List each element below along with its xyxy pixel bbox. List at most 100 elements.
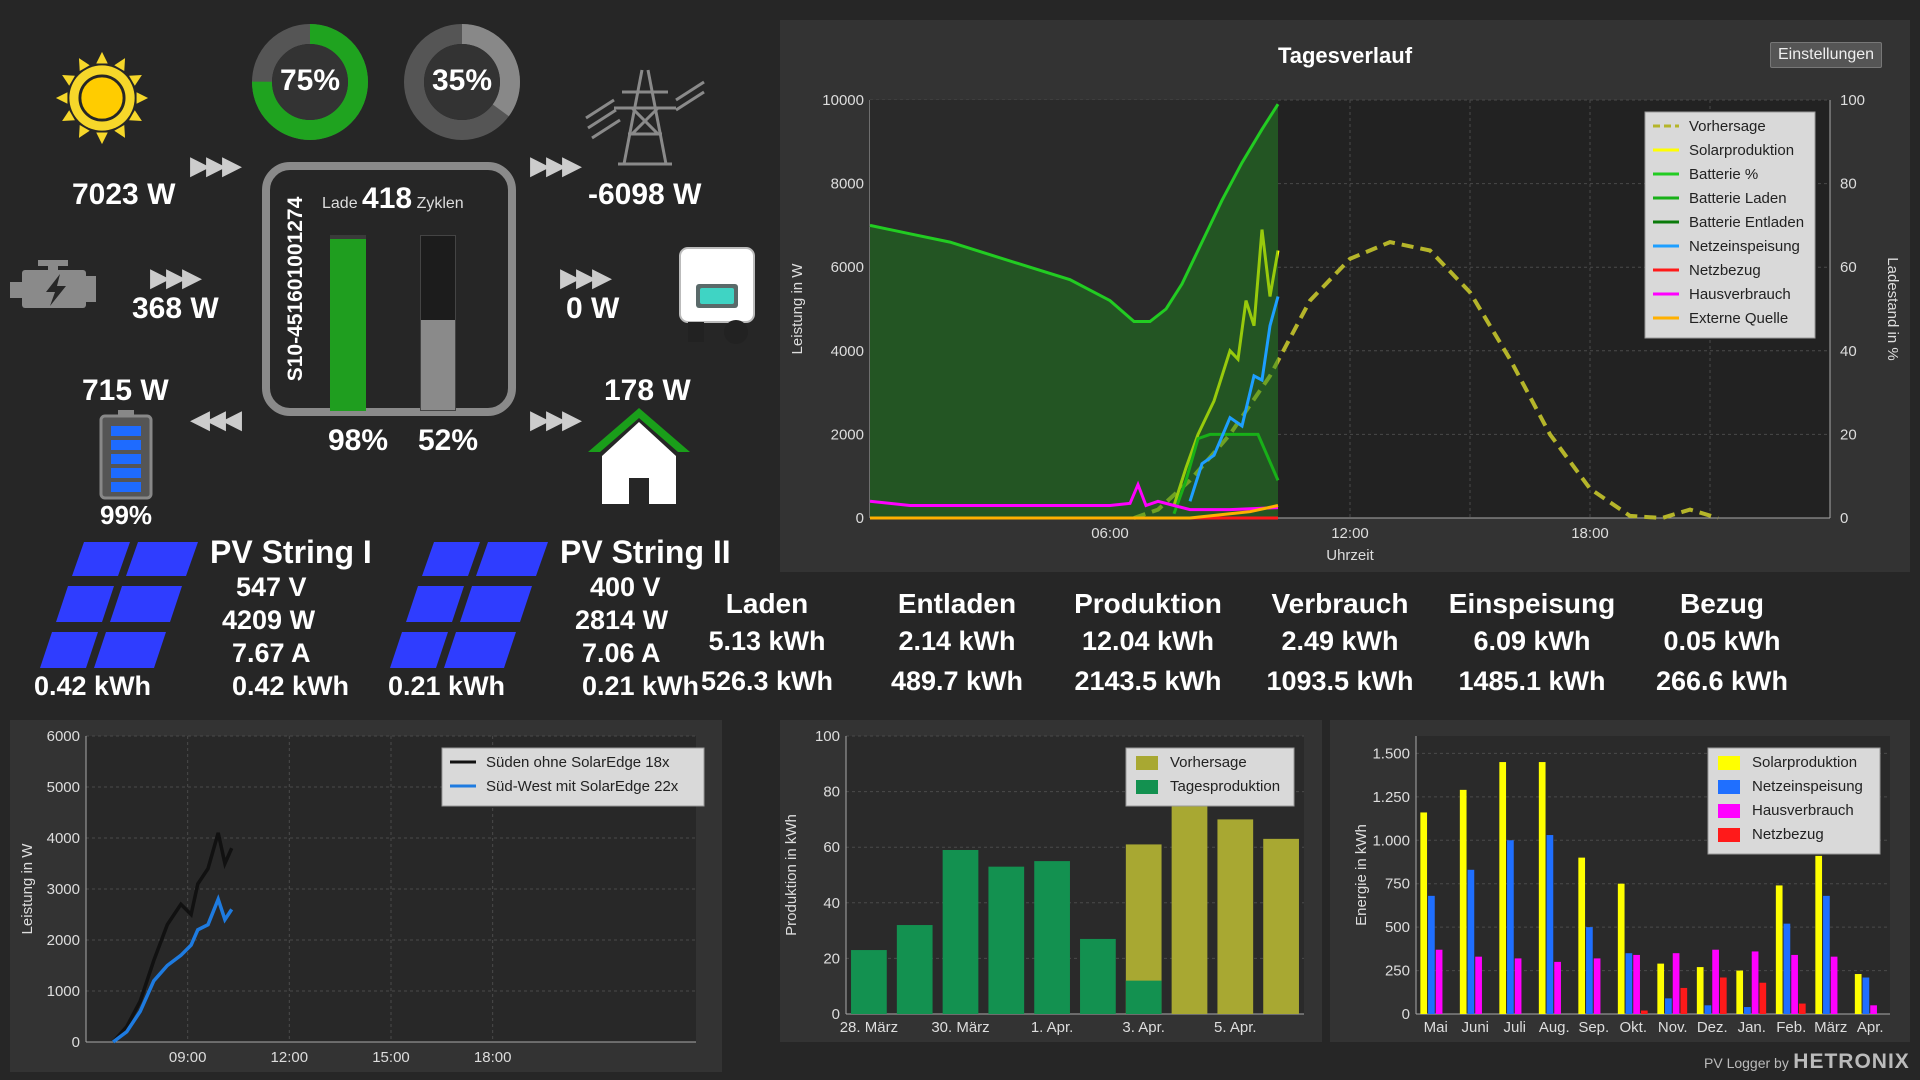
y-tick-label: 6000: [47, 728, 80, 745]
pv-string-2-energy-right: 0.21 kWh: [582, 671, 700, 701]
stat-today: 2.49 kWh: [1281, 626, 1399, 656]
bar: [1538, 762, 1546, 1014]
legend-label: Externe Quelle: [1689, 310, 1788, 327]
x-tick-label: 18:00: [474, 1049, 512, 1066]
bar: [1704, 1005, 1712, 1014]
footer-prefix: PV Logger by: [1704, 1055, 1789, 1071]
y-tick-label: 1000: [47, 983, 80, 1000]
series-solarproduktion: [1172, 229, 1280, 506]
chart-title: Tagesverlauf: [1278, 43, 1413, 68]
y-tick-label: 20: [823, 950, 840, 967]
legend-label: Netzbezug: [1689, 262, 1761, 279]
y-axis-label: Produktion in kWh: [783, 814, 800, 936]
bar-left-percent: 98%: [328, 424, 389, 457]
y-tick-label: 80: [823, 784, 840, 801]
x-tick-label: 18:00: [1571, 525, 1609, 542]
bar: [1672, 953, 1680, 1014]
x-tick-label: 15:00: [372, 1049, 410, 1066]
bar: [1791, 954, 1798, 1014]
legend-swatch: [1136, 756, 1158, 770]
bar: [1625, 953, 1633, 1014]
bar: [1428, 895, 1435, 1014]
recorded-area: [870, 100, 1278, 518]
stat-label: Einspeisung: [1448, 588, 1616, 619]
footer: PV Logger by HETRONIX: [1704, 1050, 1910, 1074]
y-tick-label: 40: [823, 895, 840, 912]
y-tick-label: 4000: [831, 343, 864, 360]
x-tick-label: 5. Apr.: [1214, 1019, 1257, 1036]
strings-chart: 0 1000 2000 3000 4000 5000 6000 09:00 12:00 15:00…: [19, 728, 705, 1066]
x-tick-label: 3. Apr.: [1122, 1019, 1165, 1036]
bar: [1586, 927, 1593, 1014]
bar: [1507, 840, 1514, 1014]
stat-today: 5.13 kWh: [708, 626, 826, 656]
legend-label: Netzbezug: [1752, 826, 1824, 843]
legend-swatch: [1718, 828, 1740, 842]
bar: [942, 849, 979, 1014]
settings-button[interactable]: Einstellungen: [1770, 42, 1883, 68]
house-icon: [588, 408, 690, 504]
bar: [1263, 838, 1299, 1014]
y-axis-label: Energie in kWh: [1353, 824, 1370, 926]
y-tick-label: 0: [1402, 1006, 1410, 1023]
bar: [1034, 861, 1070, 1014]
y2-tick-label: 80: [1840, 176, 1857, 193]
y-axis-label: Leistung in W: [19, 843, 36, 935]
stat-today: 0.05 kWh: [1663, 626, 1781, 656]
bar: [1171, 791, 1208, 1014]
bar: [851, 950, 887, 1014]
legend-box: [441, 747, 705, 807]
series-vorhersage: [1133, 240, 1719, 521]
bar: [1862, 977, 1870, 1014]
lade-label: Lade: [322, 195, 358, 212]
bar: [1554, 961, 1561, 1014]
legend-swatch: [1718, 804, 1740, 818]
y-tick-label: 100: [815, 728, 840, 745]
wallbox-icon: [679, 247, 755, 344]
y-tick-label: 8000: [831, 176, 864, 193]
y-tick-label: 6000: [831, 259, 864, 276]
gauge-right-label: 35%: [431, 64, 493, 97]
cycles-row: Lade 418 Zyklen: [322, 182, 464, 216]
bar: [1435, 949, 1443, 1014]
legend-label: Hausverbrauch: [1689, 286, 1791, 303]
stat-label: Entladen: [897, 588, 1017, 619]
bar: [1775, 885, 1783, 1014]
bar: [1823, 895, 1830, 1014]
y-tick-label: 250: [1385, 963, 1410, 980]
bar: [1830, 956, 1838, 1014]
storage-system-box: [262, 162, 516, 416]
battery-icon: [99, 410, 153, 500]
legend-label: Süd-West mit SolarEdge 22x: [486, 778, 679, 795]
stat-label: Bezug: [1680, 588, 1764, 619]
solar-power-value: 7023 W: [72, 178, 176, 211]
x-tick-label: 12:00: [1331, 525, 1369, 542]
bar: [1751, 951, 1759, 1014]
pv-string-2-energy-left: 0.21 kWh: [388, 671, 506, 701]
x-tick-label: Jan.: [1738, 1019, 1766, 1036]
pv-string-2-current: 7.06 A: [582, 638, 661, 668]
x-tick-label: Dez.: [1697, 1019, 1728, 1036]
stat-einspeisung: Einspeisung 6.09 kWh 1485.1 kWh: [1437, 588, 1627, 697]
pv-string-1-current: 7.67 A: [232, 638, 311, 668]
stat-bezug: Bezug 0.05 kWh 266.6 kWh: [1627, 588, 1817, 697]
house-power-value: 178 W: [604, 374, 691, 407]
x-tick-label: Feb.: [1776, 1019, 1806, 1036]
x-tick-label: Aug.: [1539, 1019, 1570, 1036]
y2-tick-label: 40: [1840, 343, 1857, 360]
bar: [1420, 812, 1428, 1014]
battery-power-value: 715 W: [82, 374, 169, 407]
y2-tick-label: 20: [1840, 426, 1857, 443]
series-netzeinspeisung: [1188, 296, 1280, 502]
y-tick-label: 0: [832, 1006, 840, 1023]
flow-arrow-grid: ▶▶▶: [530, 150, 582, 180]
legend-label: Batterie Entladen: [1689, 214, 1804, 231]
daily-production-chart: 0 20 40 60 80 100 Produktion in kWh 28. März 30.…: [783, 728, 1304, 1036]
pv-string-1-voltage: 547 V: [236, 572, 307, 602]
bar: [1080, 938, 1116, 1014]
bar: [1467, 869, 1475, 1014]
x-tick-label: Juni: [1461, 1019, 1489, 1036]
x-tick-label: Nov.: [1658, 1019, 1688, 1036]
bar: [1712, 949, 1719, 1014]
cycles-value: 418: [362, 182, 413, 215]
